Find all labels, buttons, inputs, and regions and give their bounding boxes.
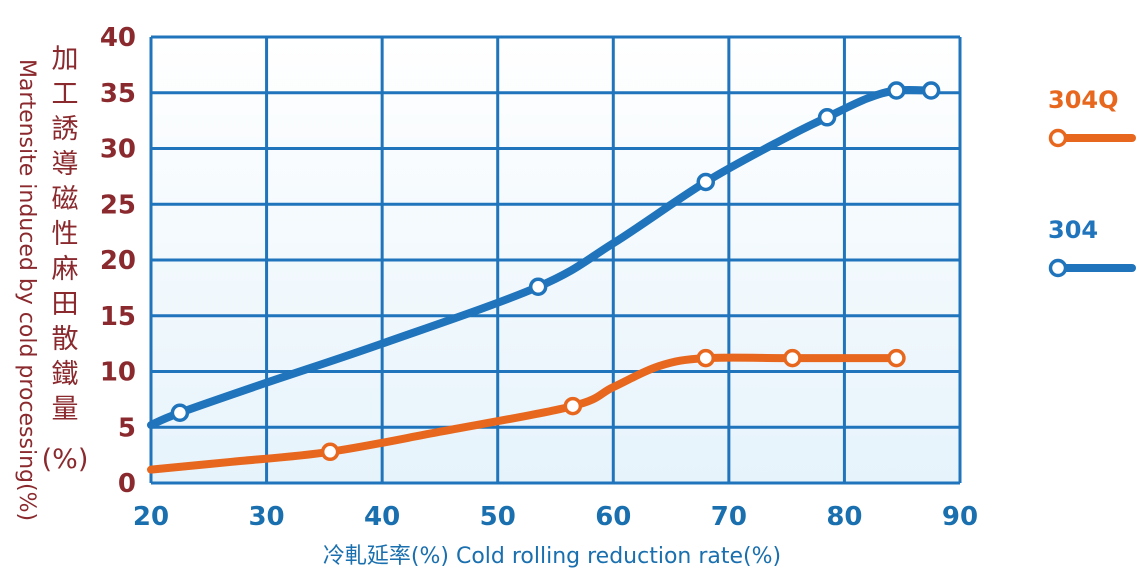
- data-point-304: [887, 81, 906, 100]
- legend-swatch-marker-304q: [1048, 128, 1068, 148]
- legend-item-304: 304: [1048, 216, 1136, 278]
- x-tick-label: 90: [942, 502, 978, 532]
- y-axis-label-english: Martensite induced by cold processing(%): [14, 59, 39, 521]
- legend-label-304: 304: [1048, 216, 1098, 244]
- legend-label-304q: 304Q: [1048, 86, 1119, 114]
- y-axis-label-char: 鐵: [52, 359, 79, 390]
- y-axis-label-char: 田: [52, 289, 79, 320]
- data-point-304q: [887, 348, 906, 368]
- y-axis-label-char: 磁: [52, 184, 79, 215]
- y-tick-labels: 0 5 10 15 20 25 30 35 40: [100, 23, 136, 499]
- x-tick-labels: 20 30 40 50 60 70 80 90: [133, 502, 978, 532]
- series-layer: [147, 81, 941, 474]
- y-axis-label-char: 散: [52, 324, 79, 355]
- data-point-304q: [320, 442, 340, 462]
- y-axis-label-char: 誘: [52, 114, 79, 145]
- x-tick-label: 30: [248, 502, 284, 532]
- y-axis-label-char: 麻: [52, 254, 79, 285]
- data-point-304: [921, 81, 941, 100]
- x-tick-label: 70: [711, 502, 747, 532]
- y-tick-label: 30: [100, 135, 136, 165]
- series-304: [147, 81, 941, 430]
- y-axis-label-char: 量: [52, 394, 79, 425]
- data-point-304: [170, 403, 190, 423]
- data-point-304: [696, 172, 715, 192]
- y-tick-label: 20: [100, 246, 136, 276]
- x-tick-label: 40: [364, 502, 400, 532]
- data-point-304q: [563, 396, 583, 416]
- y-axis-label-char: 加: [52, 44, 79, 75]
- y-tick-label: 15: [100, 302, 136, 332]
- data-point-304: [528, 277, 548, 297]
- series-line-304: [147, 85, 936, 430]
- legend-item-304q: 304Q: [1048, 86, 1136, 148]
- series-line-304q: [147, 353, 901, 474]
- y-tick-label: 25: [100, 190, 136, 220]
- x-tick-label: 80: [826, 502, 862, 532]
- y-axis-label-char: 性: [52, 219, 79, 250]
- data-point-304: [817, 108, 837, 127]
- y-tick-label: 5: [118, 413, 136, 443]
- x-tick-label: 20: [133, 502, 169, 532]
- y-axis-label-char: 導: [52, 149, 79, 180]
- data-point-304q: [783, 348, 802, 368]
- x-tick-label: 60: [595, 502, 631, 532]
- y-tick-label: 0: [118, 469, 136, 499]
- series-304q: [147, 348, 906, 474]
- y-axis-label-char: 工: [52, 79, 79, 110]
- x-axis-label: 冷軋延率(%) Cold rolling reduction rate(%): [323, 544, 781, 569]
- legend-swatch-marker-304: [1048, 258, 1068, 278]
- grid: [149, 35, 962, 485]
- y-tick-label: 40: [100, 23, 136, 53]
- data-point-304q: [696, 348, 715, 368]
- y-axis-label-unit: (%): [42, 444, 89, 475]
- legend: 304Q 304: [1048, 86, 1136, 278]
- x-tick-label: 50: [480, 502, 516, 532]
- y-tick-label: 10: [100, 358, 136, 388]
- y-tick-label: 35: [100, 79, 136, 109]
